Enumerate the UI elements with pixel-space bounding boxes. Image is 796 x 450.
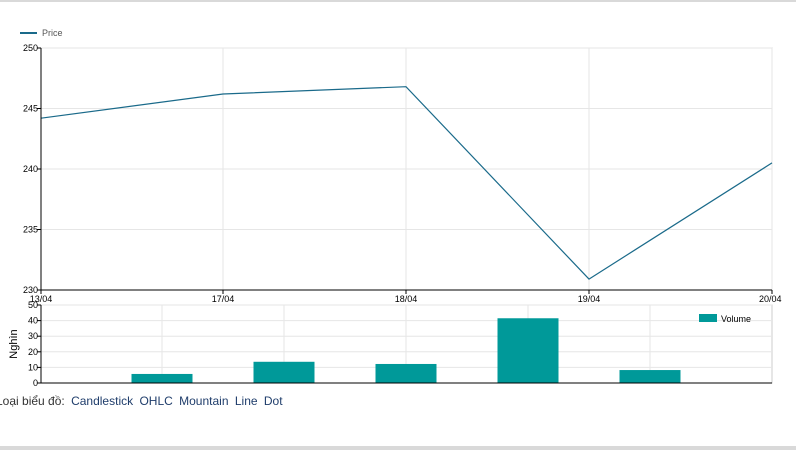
volume-y-tick-label: 20 bbox=[28, 347, 38, 357]
price-x-tick-label: 17/04 bbox=[212, 294, 235, 304]
volume-panel: 50 40 30 20 10 0 Nghìn Volume bbox=[8, 300, 773, 388]
volume-bars bbox=[131, 318, 681, 383]
volume-y-tick-label: 0 bbox=[33, 378, 38, 388]
top-border bbox=[0, 0, 796, 2]
price-x-tick-label: 18/04 bbox=[395, 294, 418, 304]
chart-type-ohlc[interactable]: OHLC bbox=[139, 394, 173, 408]
price-legend: Price bbox=[20, 28, 63, 38]
chart-type-dot[interactable]: Dot bbox=[263, 394, 283, 408]
price-y-tick-label: 230 bbox=[23, 285, 38, 295]
price-panel: 250 245 240 235 230 13/04 17/04 18/04 19/04 20/0… bbox=[20, 28, 782, 304]
price-y-tick-label: 235 bbox=[23, 225, 38, 235]
volume-bar bbox=[619, 370, 681, 383]
volume-y-axis-label: Nghìn bbox=[8, 329, 20, 358]
price-series-line bbox=[40, 86, 773, 280]
volume-bar bbox=[497, 318, 559, 383]
volume-legend: Volume bbox=[699, 314, 751, 324]
price-legend-label: Price bbox=[42, 28, 63, 38]
chart-type-mountain[interactable]: Mountain bbox=[179, 394, 229, 408]
stock-charts: 250 245 240 235 230 13/04 17/04 18/04 19/04 20/0… bbox=[8, 28, 782, 388]
volume-bar bbox=[131, 373, 193, 383]
volume-y-tick-label: 30 bbox=[28, 331, 38, 341]
chart-type-selector: Loại biểu đồ: Candlestick OHLC Mountain … bbox=[0, 394, 283, 408]
price-y-tick-label: 245 bbox=[23, 104, 38, 114]
chart-type-candlestick[interactable]: Candlestick bbox=[71, 394, 134, 408]
price-x-tick-label: 13/04 bbox=[30, 294, 53, 304]
price-y-tick-label: 250 bbox=[23, 43, 38, 53]
price-x-tick-label: 20/04 bbox=[759, 294, 782, 304]
bottom-border bbox=[0, 446, 796, 450]
volume-y-tick-label: 10 bbox=[28, 362, 38, 372]
price-y-tick-label: 240 bbox=[23, 164, 38, 174]
chart-type-label: Loại biểu đồ: bbox=[0, 394, 65, 408]
volume-y-tick-label: 40 bbox=[28, 316, 38, 326]
volume-bar bbox=[375, 363, 437, 383]
volume-y-tick-label: 50 bbox=[28, 300, 38, 310]
volume-bar bbox=[253, 361, 315, 383]
price-x-axis: 13/04 17/04 18/04 19/04 20/04 bbox=[30, 290, 782, 304]
volume-legend-label: Volume bbox=[721, 314, 751, 324]
chart-type-line[interactable]: Line bbox=[234, 394, 258, 408]
volume-legend-swatch bbox=[699, 314, 717, 322]
price-y-axis: 250 245 240 235 230 bbox=[23, 43, 41, 295]
price-x-tick-label: 19/04 bbox=[578, 294, 601, 304]
volume-y-axis: 50 40 30 20 10 0 bbox=[28, 300, 41, 388]
